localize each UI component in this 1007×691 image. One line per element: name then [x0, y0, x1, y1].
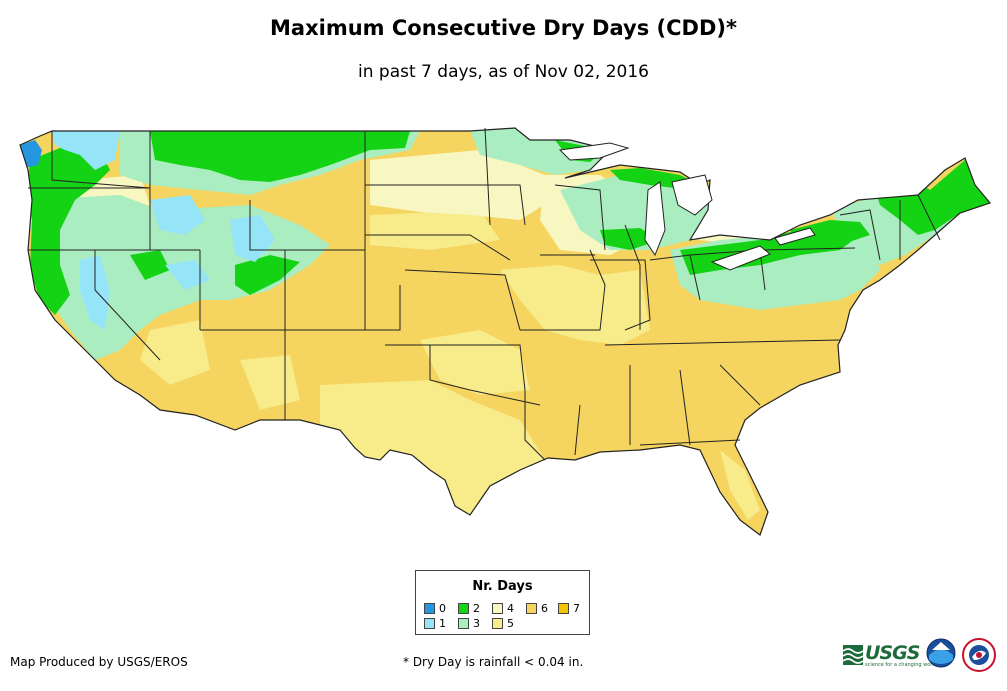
legend-item-6: 6 — [526, 603, 548, 615]
legend-item-7: 7 — [558, 603, 580, 615]
nws-logo-icon — [962, 638, 996, 672]
us-dry-days-map — [19, 127, 992, 536]
legend-swatch-0 — [424, 603, 435, 614]
map-credit: Map Produced by USGS/EROS — [10, 655, 188, 669]
legend-item-1: 1 — [424, 618, 446, 630]
legend-swatch-4 — [492, 603, 503, 614]
legend-item-3: 3 — [458, 618, 480, 630]
usgs-wave-icon — [843, 645, 863, 665]
legend-item-5: 5 — [492, 618, 514, 630]
dry-day-footnote: * Dry Day is rainfall < 0.04 in. — [403, 655, 584, 669]
map-title: Maximum Consecutive Dry Days (CDD)* — [270, 16, 737, 40]
legend-swatch-3 — [458, 618, 469, 629]
usgs-wordmark: USGS — [865, 642, 920, 664]
legend: Nr. Days 0 1 2 3 4 5 6 7 — [415, 570, 590, 635]
legend-item-0: 0 — [424, 603, 446, 615]
usgs-tagline: science for a changing world — [865, 662, 937, 668]
legend-swatch-2 — [458, 603, 469, 614]
legend-item-2: 2 — [458, 603, 480, 615]
legend-swatch-1 — [424, 618, 435, 629]
legend-swatch-5 — [492, 618, 503, 629]
usgs-logo: USGS science for a changing world — [843, 642, 937, 668]
noaa-logo-icon — [926, 638, 956, 668]
legend-swatch-6 — [526, 603, 537, 614]
legend-swatch-7 — [558, 603, 569, 614]
legend-item-4: 4 — [492, 603, 514, 615]
map-subtitle: in past 7 days, as of Nov 02, 2016 — [358, 62, 649, 82]
legend-title: Nr. Days — [472, 579, 533, 594]
